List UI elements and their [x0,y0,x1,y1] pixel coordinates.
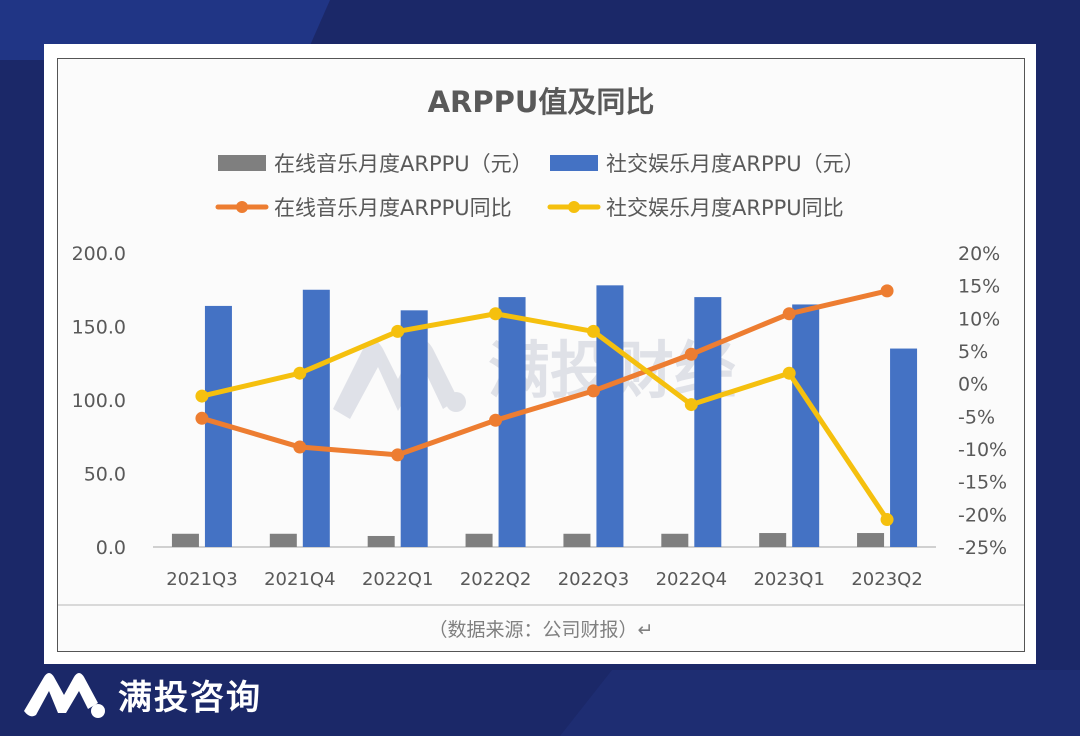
point-social-yoy-2021Q3 [195,389,209,403]
legend-label: 在线音乐月度ARPPU同比 [274,196,512,220]
line-music-yoy [201,288,888,458]
y-tick-label: 150.0 [72,317,126,339]
point-music-yoy-2022Q2 [489,413,503,427]
y2-tick-label: -25% [958,537,1007,559]
point-social-yoy-2022Q3 [586,324,600,338]
point-music-yoy-2023Q2 [880,284,894,298]
chart-title: ARPPU值及同比 [428,85,655,119]
point-music-yoy-2022Q1 [391,448,405,462]
bar-music-2021Q3 [171,533,199,547]
y2-tick-label: 15% [958,276,1000,298]
point-social-yoy-2023Q1 [782,366,796,380]
y-tick-label: 100.0 [72,390,126,412]
point-social-yoy-2022Q2 [489,307,503,321]
source-note: （数据来源：公司财报）↵ [428,619,654,641]
y2-tick-label: 10% [958,308,1000,330]
y2-tick-label: -20% [958,504,1007,526]
right-axis: -25% -20% -15% -10% -5% 0% 5% 10% 15% 20% [958,243,1007,559]
x-tick-label: 2021Q3 [166,569,237,590]
bar-social-2023Q2 [890,348,918,547]
x-tick-label: 2021Q4 [264,569,335,590]
source-divider [58,604,1024,606]
x-tick-label: 2022Q1 [362,569,433,590]
legend-label: 在线音乐月度ARPPU（元） [274,152,533,176]
chart-frame: 满投财经 ARPPU值及同比 在线音乐月度ARPPU（元）社交娱乐月度ARPPU… [57,58,1025,652]
point-social-yoy-2023Q2 [880,513,894,527]
point-music-yoy-2021Q3 [195,411,209,425]
brand-name: 满投咨询 [118,677,262,718]
legend-swatch-1 [550,155,598,171]
bar-social-2021Q4 [302,289,330,547]
y2-tick-label: -5% [958,406,995,428]
y-tick-label: 50.0 [84,464,126,486]
bars [171,285,918,547]
legend-swatch-0 [218,155,266,171]
bar-music-2023Q1 [759,533,787,547]
bar-social-2022Q1 [400,310,428,547]
brand: 满投咨询 [22,664,262,724]
x-tick-label: 2022Q3 [558,569,629,590]
legend: 在线音乐月度ARPPU（元） 社交娱乐月度ARPPU（元） 在线音乐月度ARPPU同… [215,152,865,220]
y-tick-label: 0.0 [96,537,126,559]
y2-tick-label: 20% [958,243,1000,265]
point-music-yoy-2022Q4 [684,347,698,361]
bar-music-2023Q2 [857,533,885,547]
x-tick-label: 2023Q2 [851,569,922,590]
bar-social-2022Q3 [596,285,624,547]
x-tick-label: 2022Q2 [460,569,531,590]
point-music-yoy-2021Q4 [293,440,307,454]
x-tick-label: 2022Q4 [656,569,727,590]
point-music-yoy-2022Q3 [586,384,600,398]
bar-social-2022Q2 [498,297,526,547]
background-shape [560,670,1080,736]
lines [195,284,894,527]
legend-marker-2 [236,201,248,213]
bar-music-2022Q4 [661,533,689,547]
y-tick-label: 200.0 [72,243,126,265]
bar-music-2022Q3 [563,533,591,547]
point-social-yoy-2021Q4 [293,366,307,380]
bar-social-2022Q4 [694,297,722,547]
bar-music-2021Q4 [269,533,297,547]
x-tick-label: 2023Q1 [753,569,824,590]
legend-label: 社交娱乐月度ARPPU（元） [606,152,865,176]
y2-tick-label: 0% [958,374,988,396]
x-axis: 2021Q3 2021Q4 2022Q1 2022Q2 2022Q3 2022Q4 2023… [153,546,936,590]
legend-label: 社交娱乐月度ARPPU同比 [606,196,844,220]
point-social-yoy-2022Q1 [391,324,405,338]
mountain-m-logo-icon [24,673,105,718]
bar-social-2023Q1 [792,304,820,547]
y2-tick-label: 5% [958,341,988,363]
y2-tick-label: -15% [958,472,1007,494]
left-axis: 0.0 50.0 100.0 150.0 200.0 [72,243,126,559]
y2-tick-label: -10% [958,439,1007,461]
line-social-yoy [201,311,890,521]
point-social-yoy-2022Q4 [684,398,698,412]
bar-music-2022Q1 [367,535,395,547]
bar-music-2022Q2 [465,533,493,547]
legend-marker-3 [568,201,580,213]
point-music-yoy-2023Q1 [782,307,796,321]
chart-canvas: 满投财经 ARPPU值及同比 在线音乐月度ARPPU（元）社交娱乐月度ARPPU… [72,85,1008,590]
